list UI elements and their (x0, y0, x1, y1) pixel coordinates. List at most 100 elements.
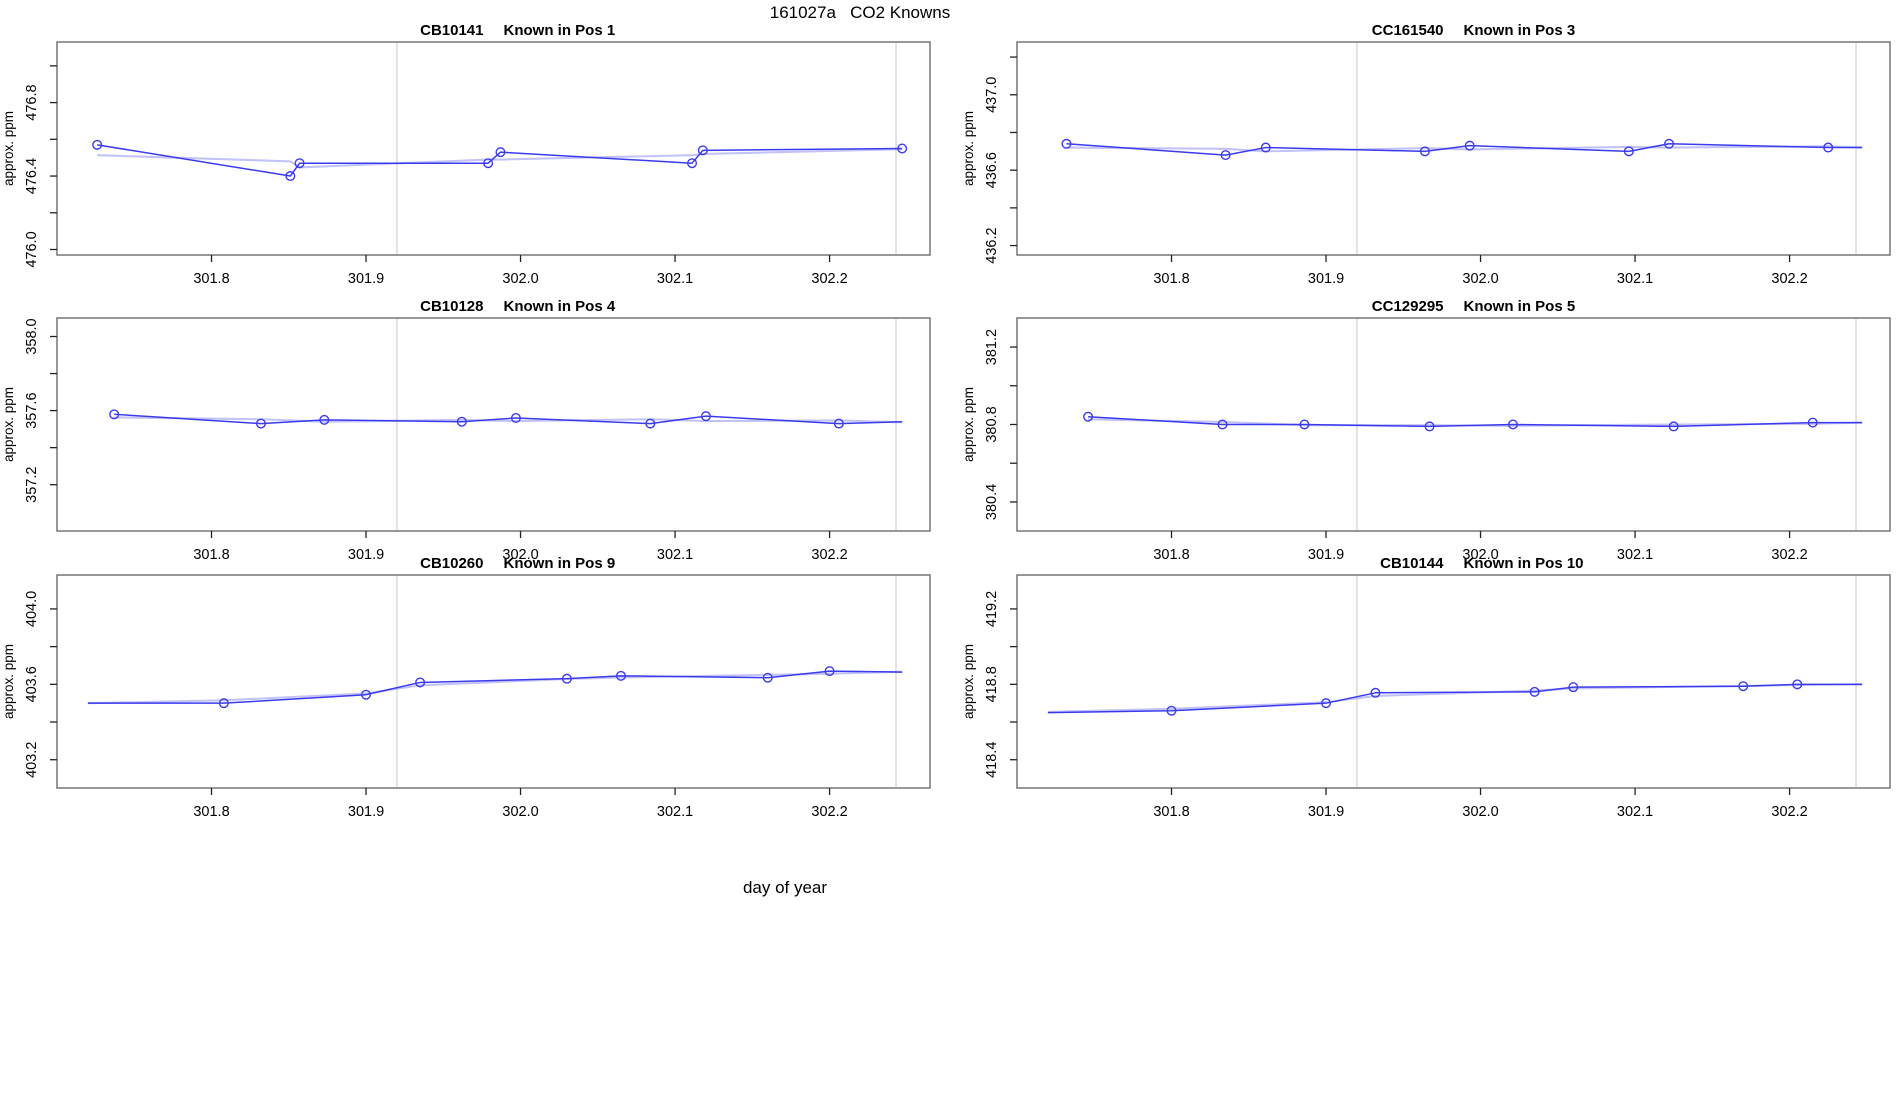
y-tick-label: 419.2 (984, 591, 1000, 627)
x-tick-label: 302.1 (657, 804, 693, 820)
y-tick-label: 381.2 (984, 329, 1000, 365)
y-tick-label: 358.0 (24, 318, 40, 354)
panel-CB10141: 476.0 476.4 476.8 301.8 301.9 302.0 302.1 302.2… (1, 22, 931, 287)
x-tick-label: 301.9 (348, 271, 384, 287)
y-tick-label: 436.2 (984, 227, 1000, 263)
data-point-marker (1507, 419, 1518, 430)
data-point-marker (415, 677, 426, 688)
panel-title-gas-id: CB10128 (420, 298, 483, 315)
data-point-marker (1568, 682, 1579, 693)
y-axis-label: approx. ppm (1, 111, 16, 186)
y-tick-label: 357.6 (24, 392, 40, 428)
data-point-marker (833, 418, 844, 429)
data-point-marker (1668, 421, 1679, 432)
data-point-marker (255, 418, 266, 429)
data-point-marker (1823, 142, 1834, 153)
plot-frame (56, 317, 931, 532)
data-point-marker (218, 698, 229, 709)
panel-CC129295: 380.4 380.8 381.2 301.8 301.9 302.0 302.1 302.2… (961, 298, 1891, 563)
data-point-marker (361, 689, 372, 700)
y-axis-label: approx. ppm (961, 644, 976, 719)
x-tick-label: 301.9 (348, 547, 384, 563)
y-tick-label: 418.8 (984, 666, 1000, 702)
x-tick-label: 301.9 (1308, 804, 1344, 820)
panel-title-gas-id: CB10260 (420, 555, 483, 572)
panel-title-gas-id: CC129295 (1372, 298, 1444, 315)
x-tick-label: 301.8 (1153, 271, 1189, 287)
data-point-marker (92, 139, 103, 150)
x-tick-label: 302.1 (657, 547, 693, 563)
data-line (114, 413, 903, 425)
data-point-marker (824, 666, 835, 677)
data-point-marker (1166, 705, 1177, 716)
x-tick-label: 301.8 (1153, 547, 1189, 563)
data-point-marker (495, 147, 506, 158)
x-tick-label: 301.8 (193, 547, 229, 563)
plot-frame (1016, 41, 1891, 256)
data-point-marker (1807, 417, 1818, 428)
data-line (97, 144, 903, 177)
y-axis-label: approx. ppm (1, 387, 16, 462)
plot-frame (1016, 574, 1891, 789)
y-tick-label: 404.0 (24, 591, 40, 627)
data-point-marker (1664, 138, 1675, 149)
y-tick-label: 476.8 (24, 84, 40, 120)
x-tick-label: 301.9 (1308, 271, 1344, 287)
data-point-marker (1529, 686, 1540, 697)
panel-title-position: Known in Pos 3 (1464, 22, 1576, 39)
y-tick-label: 476.0 (24, 231, 40, 267)
data-point-marker (319, 414, 330, 425)
x-tick-label: 302.0 (502, 547, 538, 563)
data-point-marker (697, 145, 708, 156)
data-point-marker (483, 158, 494, 169)
data-point-marker (109, 409, 120, 420)
x-tick-label: 302.2 (811, 547, 847, 563)
data-point-marker (561, 673, 572, 684)
x-tick-label: 301.9 (348, 804, 384, 820)
data-point-marker (1623, 146, 1634, 157)
x-tick-label: 302.0 (1462, 804, 1498, 820)
data-point-marker (1792, 679, 1803, 690)
panel-title-position: Known in Pos 1 (504, 22, 616, 39)
data-point-marker (687, 158, 698, 169)
panel-CC161540: 436.2 436.6 437.0 301.8 301.9 302.0 302.1 302.2… (961, 22, 1891, 287)
x-tick-label: 302.2 (1771, 547, 1807, 563)
figure-title: 161027a CO2 Knowns (769, 3, 951, 22)
y-tick-label: 476.4 (24, 158, 40, 194)
x-tick-label: 302.2 (1771, 804, 1807, 820)
data-point-marker (1738, 681, 1749, 692)
y-tick-label: 436.6 (984, 152, 1000, 188)
panel-CB10260: 403.2 403.6 404.0 301.8 301.9 302.0 302.1 302.2… (1, 555, 931, 820)
plot-frame (56, 41, 931, 256)
y-tick-label: 403.2 (24, 742, 40, 778)
data-point-marker (897, 143, 908, 154)
data-line (1066, 143, 1863, 156)
panel-title-position: Known in Pos 4 (504, 298, 616, 315)
x-tick-label: 302.1 (1617, 804, 1653, 820)
x-tick-label: 302.1 (1617, 271, 1653, 287)
data-point-marker (456, 416, 467, 427)
panel-title-position: Known in Pos 5 (1464, 298, 1576, 315)
data-point-marker (1299, 419, 1310, 430)
data-point-marker (1061, 138, 1072, 149)
data-point-marker (1419, 146, 1430, 157)
data-line (1088, 416, 1863, 428)
y-tick-label: 380.4 (984, 484, 1000, 520)
data-point-marker (510, 413, 521, 424)
data-point-marker (1083, 411, 1094, 422)
panel-CB10144: 418.4 418.8 419.2 301.8 301.9 302.0 302.1 302.2… (961, 555, 1891, 820)
panel-CB10128: 357.2 357.6 358.0 301.8 301.9 302.0 302.1 302.2… (1, 298, 931, 563)
x-tick-label: 302.2 (1771, 271, 1807, 287)
x-tick-label: 302.1 (657, 271, 693, 287)
data-line (1047, 683, 1863, 714)
plot-frame (56, 574, 931, 789)
y-axis-label: approx. ppm (1, 644, 16, 719)
x-tick-label: 301.8 (193, 271, 229, 287)
panel-title-position: Known in Pos 10 (1464, 555, 1584, 572)
data-point-marker (615, 670, 626, 681)
x-tick-label: 302.0 (502, 804, 538, 820)
x-tick-label: 302.2 (811, 271, 847, 287)
data-point-marker (1321, 698, 1332, 709)
